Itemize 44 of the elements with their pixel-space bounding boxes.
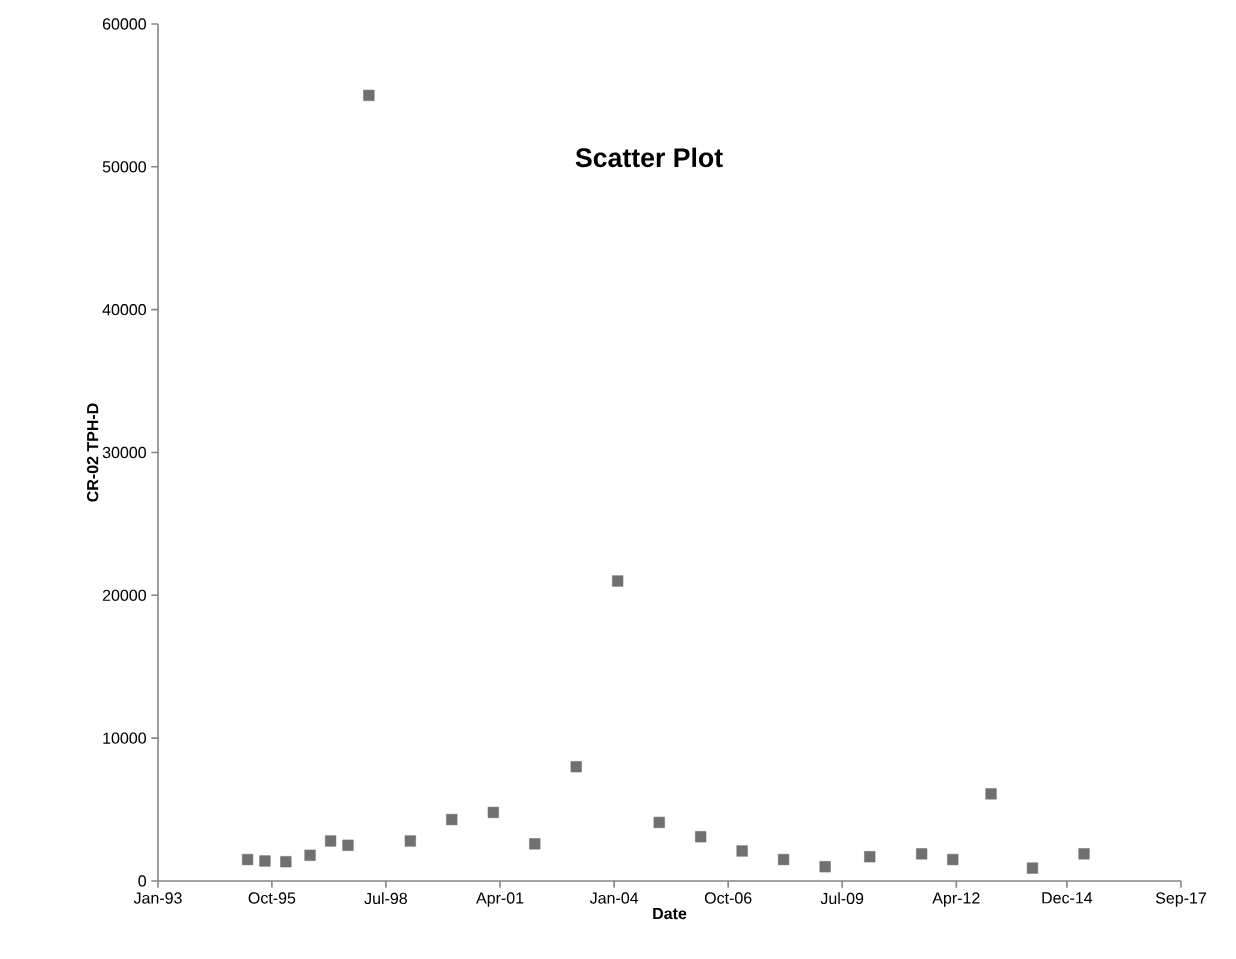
point (487, 806, 499, 819)
x-tick-label: Sep-17 (1155, 892, 1206, 907)
y-tick-label: 30000 (102, 446, 146, 459)
point (570, 761, 582, 773)
point (404, 835, 416, 847)
point (777, 853, 790, 866)
point (985, 788, 997, 800)
point (947, 853, 959, 866)
x-tick-label: Jul-98 (364, 892, 407, 905)
point (363, 89, 375, 102)
y-tick-label: 40000 (102, 304, 146, 316)
y-tick-label: 0 (138, 875, 147, 887)
point (529, 838, 541, 850)
x-axis-title: Date (653, 908, 687, 920)
y-tick-label: 10000 (103, 732, 146, 744)
x-tick-label: Oct-06 (704, 892, 752, 904)
y-axis-title: CR-02 TPH-D (86, 403, 99, 502)
point (304, 849, 316, 861)
x-tick-label: Oct-95 (248, 892, 296, 904)
point (1078, 848, 1090, 860)
x-tick-label: Dec-14 (1042, 892, 1093, 904)
x-tick-label: Apr-12 (932, 892, 980, 907)
point (736, 845, 748, 857)
point (280, 856, 292, 868)
point (653, 816, 665, 829)
x-tick-label: Jul-09 (820, 892, 864, 905)
point (259, 855, 271, 867)
x-tick-label: Jan-04 (589, 892, 639, 904)
point (325, 835, 337, 847)
point (695, 831, 707, 843)
text: Scatter Plot (575, 147, 723, 168)
point (342, 839, 354, 851)
point (864, 851, 876, 863)
point (1026, 862, 1039, 874)
point (916, 848, 928, 860)
point (242, 853, 254, 866)
y-tick-label: 60000 (102, 18, 146, 30)
y-tick-label: 20000 (102, 589, 146, 601)
x-tick-label: Jan-93 (133, 892, 182, 904)
x-tick-label: Apr-01 (476, 892, 524, 907)
point (612, 575, 624, 587)
point (446, 813, 458, 826)
y-tick-label: 50000 (102, 161, 146, 173)
point (819, 861, 831, 873)
